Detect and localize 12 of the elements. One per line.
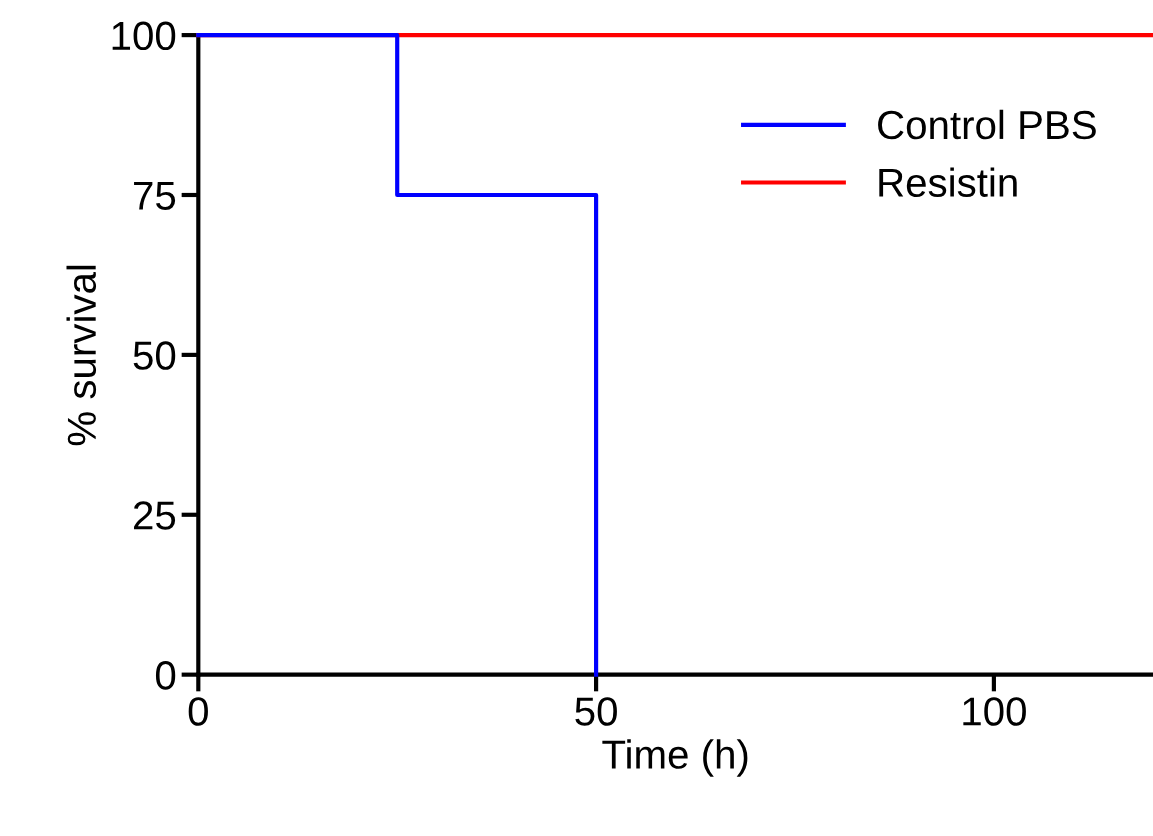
y-tick-label: 100 <box>112 21 176 51</box>
y-tick-label: 25 <box>134 501 176 530</box>
legend-label: Control PBS <box>878 109 1096 140</box>
x-tick-label: 100 <box>963 697 1026 726</box>
x-tick-label: 0 <box>188 697 208 726</box>
y-axis-title: % survival <box>66 265 97 446</box>
x-axis-title: Time (h) <box>602 739 748 777</box>
y-tick-label: 0 <box>155 661 176 690</box>
y-tick-label: 75 <box>134 181 176 210</box>
x-tick-label: 50 <box>575 697 617 726</box>
legend-label: Resistin <box>879 167 1017 198</box>
y-tick-label: 50 <box>133 341 176 370</box>
